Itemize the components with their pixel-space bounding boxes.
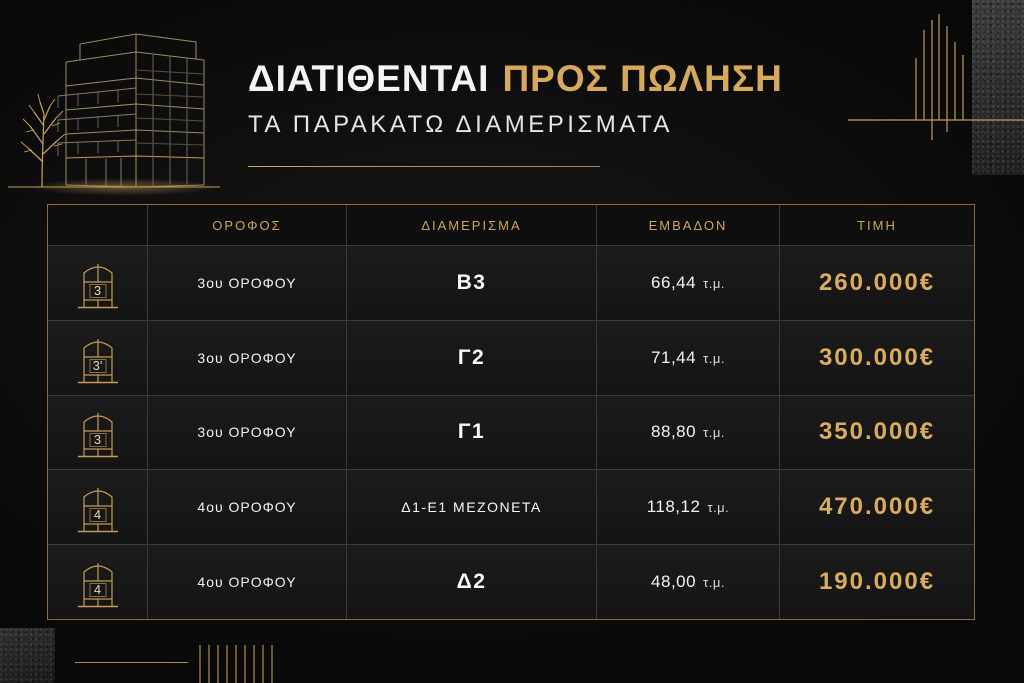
title-accent: ΠΡΟΣ ΠΩΛΗΣΗ [502,58,783,99]
area-value: 118,12 [646,497,701,517]
page-subtitle: ΤΑ ΠΑΡΑΚΑΤΩ ΔΙΑΜΕΡΙΣΜΑΤΑ [248,111,673,138]
floor-cell: 4ου ΟΡΟΦΟΥ [148,545,347,619]
floor-icon-cell: 3 [48,246,148,320]
gold-line-decoration-bottom [75,662,188,663]
area-value: 66,44 [651,272,697,292]
building-drawing [57,33,205,188]
header-apartment: ΔΙΑΜΕΡΙΣΜΑ [347,205,597,245]
apartment-cell: Δ1-Ε1 ΜΕΖΟΝΕΤΑ [347,470,597,545]
title-underline [248,166,600,167]
area-unit: τ.μ. [703,575,725,591]
floor-icon-number: 3 [93,432,102,448]
building-floor-icon: 3 [76,255,120,311]
price-cell: 300.000€ [818,343,936,371]
apartment-cell: Β3 [347,246,597,320]
area-text: 88,80 τ.μ. [651,422,725,442]
area-cell: 118,12 τ.μ. [597,470,780,545]
table-row: 4 4ου ΟΡΟΦΟΥ Δ1-Ε1 ΜΕΖΟΝΕΤΑ 118,12 τ.μ. 4… [48,469,974,545]
area-cell: 88,80 τ.μ. [597,395,780,470]
building-illustration-icon [8,33,220,196]
area-cell: 48,00 τ.μ. [597,545,780,619]
area-value: 71,44 [651,347,697,367]
area-unit: τ.μ. [703,275,725,291]
building-floor-icon: 3 [76,404,120,460]
apartments-table: ΟΡΟΦΟΣ ΔΙΑΜΕΡΙΣΜΑ ΕΜΒΑΔΟΝ ΤΙΜΗ 3 3ου ΟΡΟ… [47,204,975,620]
area-unit: τ.μ. [703,425,725,441]
apartment-cell: Γ1 [347,395,597,470]
texture-panel-bottom-left [0,628,55,683]
page-title: ΔΙΑΤΙΘΕΝΤΑΙ ΠΡΟΣ ΠΩΛΗΣΗ [248,58,783,100]
area-unit: τ.μ. [703,350,725,366]
floor-cell: 4ου ΟΡΟΦΟΥ [148,470,347,545]
area-text: 48,00 τ.μ. [651,572,725,592]
header-price: ΤΙΜΗ [857,217,897,233]
floor-icon-cell: 4 [48,470,148,545]
area-cell: 66,44 τ.μ. [597,246,780,320]
floor-cell: 3ου ΟΡΟΦΟΥ [148,246,347,320]
area-text: 118,12 τ.μ. [647,497,730,517]
floor-icon-cell: 3 [48,395,148,470]
area-value: 48,00 [651,572,697,592]
vertical-lines-decoration-top [848,14,1024,140]
floor-icon-cell: 3' [48,320,148,395]
header-cell-icon [48,205,148,245]
table-row: 3 3ου ΟΡΟΦΟΥ Β3 66,44 τ.μ. 260.000€ [48,245,974,320]
tree-drawing [20,93,66,188]
floor-icon-number: 4 [93,582,102,598]
vertical-lines-decoration-bottom [199,645,273,683]
apartment-cell: Γ2 [347,320,597,395]
price-cell: 470.000€ [818,493,936,521]
area-value: 88,80 [651,422,697,442]
table-row: 3 3ου ΟΡΟΦΟΥ Γ1 88,80 τ.μ. 350.000€ [48,394,974,470]
header-floor: ΟΡΟΦΟΣ [148,205,347,245]
floor-icon-cell: 4 [48,545,148,619]
building-floor-icon: 4 [76,554,120,610]
texture-panel-top-right [972,0,1024,175]
floor-cell: 3ου ΟΡΟΦΟΥ [148,320,347,395]
price-cell: 350.000€ [818,418,936,446]
header-area: ΕΜΒΑΔΟΝ [597,205,780,245]
area-text: 71,44 τ.μ. [651,348,725,368]
floor-icon-number: 3' [92,357,103,373]
floor-icon-number: 3 [93,282,102,298]
floor-icon-number: 4 [93,507,102,523]
table-row: 4 4ου ΟΡΟΦΟΥ Δ2 48,00 τ.μ. 190.000€ [48,544,974,619]
price-cell: 260.000€ [818,268,936,296]
area-cell: 71,44 τ.μ. [597,320,780,395]
table-row: 3' 3ου ΟΡΟΦΟΥ Γ2 71,44 τ.μ. 300.000€ [48,319,974,395]
price-cell: 190.000€ [818,568,936,596]
title-main: ΔΙΑΤΙΘΕΝΤΑΙ [248,58,490,99]
building-floor-icon: 4 [76,479,120,535]
area-text: 66,44 τ.μ. [651,273,725,293]
floor-cell: 3ου ΟΡΟΦΟΥ [148,395,347,470]
building-floor-icon: 3' [76,330,120,386]
apartment-cell: Δ2 [347,545,597,619]
table-header-row: ΟΡΟΦΟΣ ΔΙΑΜΕΡΙΣΜΑ ΕΜΒΑΔΟΝ ΤΙΜΗ [48,205,974,245]
area-unit: τ.μ. [707,500,730,516]
